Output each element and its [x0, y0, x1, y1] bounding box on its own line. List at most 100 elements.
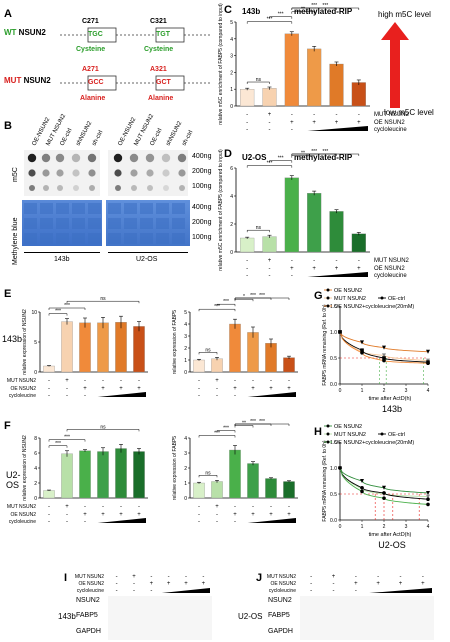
sig-label: *** [64, 303, 70, 309]
sig-bracket [291, 153, 360, 156]
sig-label: *** [278, 12, 284, 18]
bar [211, 481, 223, 499]
series-point [382, 356, 386, 360]
y-tick-label: 0 [34, 496, 37, 502]
series-point [426, 502, 430, 507]
row-symbol: - [336, 112, 338, 118]
y-tick-label: 0.5 [330, 356, 337, 362]
legend-label: OE NSUN2 [334, 424, 362, 430]
row-symbol: + [101, 386, 105, 392]
y-tick-label: 5 [184, 310, 187, 316]
y-tick-label: 6 [230, 166, 233, 172]
bar [211, 358, 223, 373]
legend-label: OE-ctrl [388, 296, 405, 302]
row-symbol: - [84, 519, 86, 525]
y-tick-label: 4 [230, 194, 233, 200]
bar [97, 451, 109, 499]
sig-label: *** [55, 309, 61, 315]
y-tick-label: 0 [34, 370, 37, 376]
y-axis-label: FABP5 mRNA remaining (Ref. to 0h) [322, 440, 328, 521]
bar [283, 481, 295, 499]
row-symbol: - [48, 519, 50, 525]
row-symbol: + [119, 512, 123, 518]
series-point [360, 479, 364, 483]
wt-site-1-codon: TGC [88, 31, 103, 38]
x-tick-label: 4 [427, 524, 430, 530]
row-symbol: - [288, 378, 290, 384]
bar [307, 193, 322, 253]
sig-bracket [216, 430, 236, 433]
blot-row-symbol: - [310, 581, 312, 587]
bar [193, 359, 205, 373]
row-symbol: - [246, 273, 248, 279]
blot-row-symbol: + [399, 581, 403, 587]
bar [79, 450, 91, 499]
row-symbol: - [252, 504, 254, 510]
blot-row-symbol: - [116, 588, 118, 594]
series-point [360, 351, 364, 355]
sig-label: *** [223, 299, 229, 305]
row-symbol: - [216, 393, 218, 399]
line-chart-cell-label: U2-OS [378, 540, 406, 550]
sig-bracket [234, 297, 290, 300]
wt-prefix: WT [4, 28, 17, 37]
y-tick-label: 10 [31, 310, 37, 316]
blot-row-label: OE NSUN2 [78, 581, 104, 587]
legend-label: MUT NSUN2 [334, 296, 366, 302]
legend-label: MUT NSUN2 [334, 432, 366, 438]
bar [133, 326, 145, 373]
series-point [360, 348, 364, 352]
row-symbol: - [291, 112, 293, 118]
sig-label: *** [267, 161, 273, 167]
y-tick-label: 6 [34, 451, 37, 457]
row-legend-oe: OE NSUN2 [10, 512, 36, 518]
sig-bracket [246, 21, 293, 24]
blot-i-gapdh-label: GAPDH [76, 628, 101, 635]
row-symbol: - [48, 512, 50, 518]
chart-title: methylated-RIP [294, 153, 353, 162]
blot-row-symbol: - [310, 574, 312, 580]
y-tick-label: 1.5 [330, 304, 337, 310]
sig-label: *** [214, 304, 220, 310]
cycloleucine-wedge [97, 392, 146, 397]
chart-cell-title: 143b [242, 7, 260, 16]
sig-label: ns [256, 77, 262, 83]
row-symbol: + [137, 512, 141, 518]
sig-label: *** [267, 17, 273, 23]
series-point [426, 349, 430, 354]
sig-label: ** [242, 421, 246, 427]
blot-row-symbol: + [421, 581, 425, 587]
chart-title: methylated-RIP [294, 7, 353, 16]
row-symbol: + [101, 512, 105, 518]
legend-marker [380, 296, 384, 300]
blot-row-symbol: + [184, 581, 188, 587]
row-symbol: - [246, 258, 248, 264]
y-tick-label: 1 [230, 87, 233, 93]
wt-site-2-aa: Cysteine [144, 46, 174, 53]
y-tick-label: 0 [184, 496, 187, 502]
legend-marker [326, 432, 330, 436]
row-symbol: - [120, 504, 122, 510]
y-tick-label: 2 [184, 346, 187, 352]
row-symbol: + [357, 266, 361, 272]
blot-row-symbol: - [400, 574, 402, 580]
blot-row-symbol: - [116, 574, 118, 580]
blot-row-symbol: - [133, 581, 135, 587]
row-symbol: + [233, 386, 237, 392]
y-tick-label: 5 [230, 20, 233, 26]
row-legend-cyc: cycloleucine [374, 127, 407, 133]
row-symbol: + [287, 386, 291, 392]
y-axis-label: relative expression of NSUN2 [22, 435, 28, 501]
row-symbol: - [120, 378, 122, 384]
row-symbol: + [335, 266, 339, 272]
bar [307, 48, 322, 107]
row-symbol: + [357, 120, 361, 126]
blot-row-label: MUT NSUN2 [267, 574, 296, 580]
amount-200-top: 200ng [192, 168, 212, 175]
row-symbol: - [102, 378, 104, 384]
row-symbol: - [102, 504, 104, 510]
sig-bracket [216, 303, 236, 307]
row-symbol: - [291, 273, 293, 279]
wt-site-2-codon: TGT [156, 31, 170, 38]
